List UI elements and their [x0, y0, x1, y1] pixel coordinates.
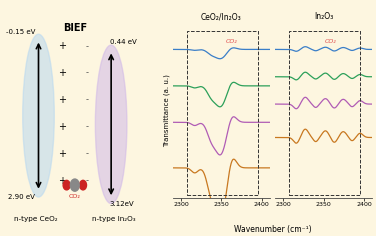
Text: +: +	[58, 176, 66, 186]
Text: +: +	[58, 68, 66, 78]
Ellipse shape	[96, 45, 127, 204]
Text: CO₂: CO₂	[226, 39, 238, 44]
Text: 2.90 eV: 2.90 eV	[9, 194, 35, 200]
Text: +: +	[58, 122, 66, 132]
Circle shape	[80, 180, 86, 190]
Text: -: -	[86, 69, 89, 78]
Text: CO₂: CO₂	[69, 194, 81, 199]
Text: 0.44 eV: 0.44 eV	[109, 39, 136, 45]
Ellipse shape	[23, 34, 54, 197]
Text: CO₂: CO₂	[324, 39, 336, 44]
Text: +: +	[58, 41, 66, 51]
Text: +: +	[58, 95, 66, 105]
Bar	[289, 31, 360, 195]
Text: -: -	[86, 149, 89, 158]
Text: Wavenumber (cm⁻¹): Wavenumber (cm⁻¹)	[234, 225, 311, 234]
Text: -: -	[86, 42, 89, 51]
Text: BIEF: BIEF	[63, 23, 87, 33]
Bar	[186, 31, 258, 195]
Y-axis label: Transmittance (a. u.): Transmittance (a. u.)	[164, 75, 170, 147]
Text: -: -	[86, 96, 89, 105]
Text: -: -	[86, 176, 89, 185]
Text: +: +	[58, 149, 66, 159]
Text: -0.15 eV: -0.15 eV	[6, 29, 35, 35]
Circle shape	[63, 180, 70, 190]
Title: CeO₂/In₂O₃: CeO₂/In₂O₃	[201, 13, 242, 21]
Text: -: -	[86, 122, 89, 131]
Text: 3.12eV: 3.12eV	[109, 201, 134, 207]
Text: n-type In₂O₃: n-type In₂O₃	[92, 216, 136, 222]
Title: In₂O₃: In₂O₃	[314, 13, 334, 21]
Text: n-type CeO₂: n-type CeO₂	[14, 216, 57, 222]
Circle shape	[70, 179, 79, 191]
